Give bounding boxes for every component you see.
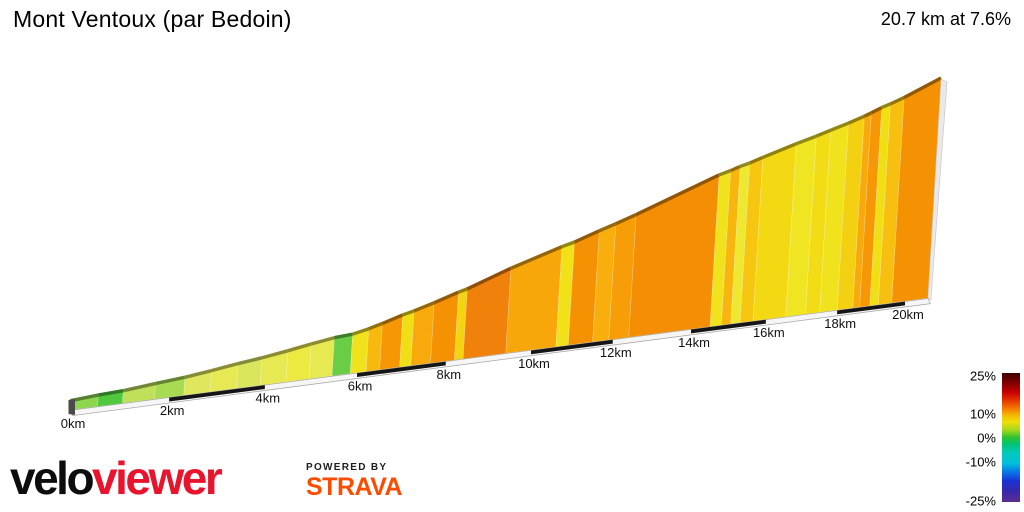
scale-bar-segment (169, 385, 265, 402)
gradient-bands (70, 79, 942, 410)
band-separators (97, 100, 905, 406)
top-edge (70, 76, 942, 403)
scale-bar-segment (837, 301, 905, 315)
legend-tick-label: 25% (970, 368, 996, 383)
scale-bar-segment (357, 361, 446, 377)
km-label: 6km (348, 379, 373, 394)
km-label: 2km (160, 403, 185, 418)
profile-start-cap (68, 399, 75, 415)
climb-summary: 20.7 km at 7.6% (880, 9, 1011, 29)
legend-labels: 25% 10% 0% -10% -25% (966, 368, 997, 508)
scale-bar-segment (691, 319, 766, 334)
legend-tick-label: 0% (977, 431, 996, 446)
strava-logo: STRAVA (306, 473, 403, 501)
km-label: 0km (61, 416, 86, 431)
profile-end-face (927, 78, 948, 301)
km-label: 14km (678, 335, 710, 350)
km-labels: 0km 2km 4km 6km 8km 10km 12km 14km 16km 18km 20km (61, 307, 924, 431)
veloviewer-logo: veloviewer (10, 452, 223, 504)
km-label: 18km (824, 316, 856, 331)
powered-by-label: POWERED BY (306, 462, 388, 473)
logo-viewer: viewer (92, 452, 223, 504)
km-label: 16km (753, 325, 785, 340)
km-label: 8km (436, 367, 461, 382)
logo-velo: velo (10, 452, 95, 504)
legend-gradient (1002, 373, 1020, 502)
km-label: 20km (892, 307, 924, 322)
scale-bar-segment (531, 339, 613, 355)
legend-tick-label: -10% (966, 455, 997, 470)
km-label: 10km (518, 356, 550, 371)
page-title: Mont Ventoux (par Bedoin) (13, 6, 292, 32)
strava-attribution: POWERED BY STRAVA (306, 462, 403, 501)
legend-tick-label: 10% (970, 407, 996, 422)
km-label: 12km (600, 345, 632, 360)
km-label: 4km (256, 391, 281, 406)
legend-tick-label: -25% (966, 493, 997, 508)
